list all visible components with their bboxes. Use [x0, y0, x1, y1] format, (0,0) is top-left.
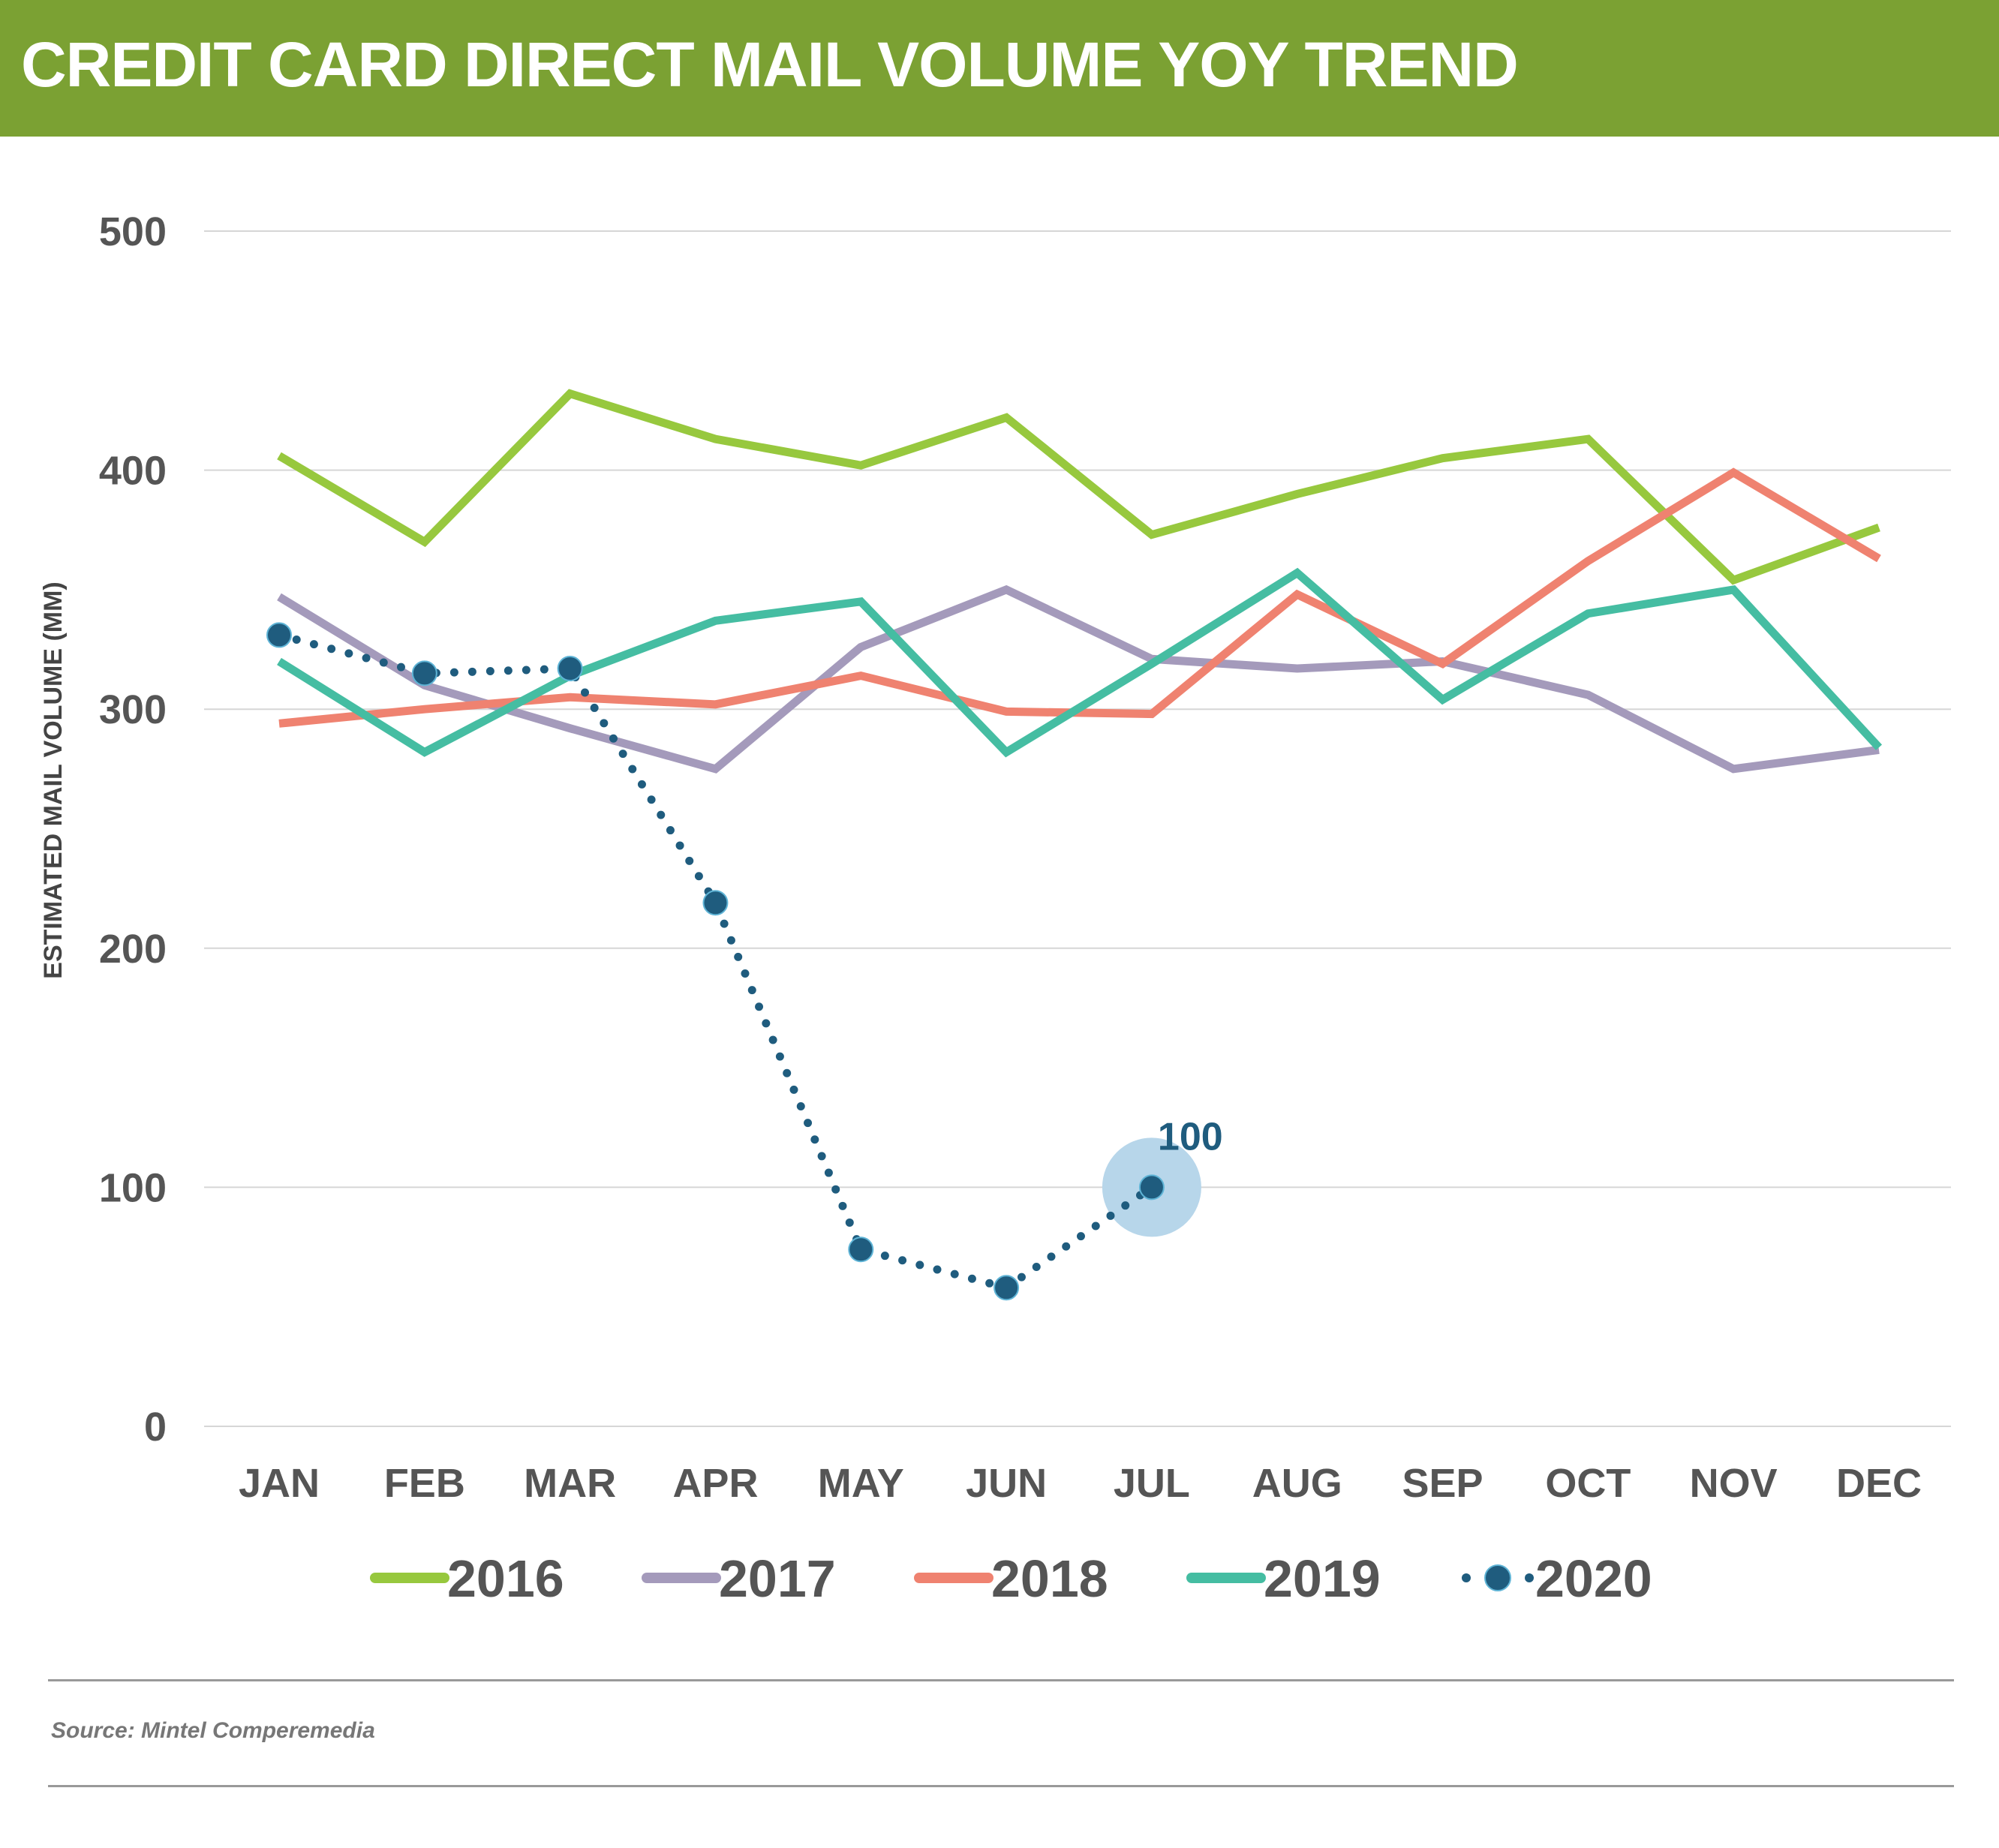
series-line-2019 [277, 567, 1883, 758]
legend-swatch [1462, 1573, 1471, 1582]
legend-label: 2016 [447, 1549, 564, 1608]
legend-label: 2017 [719, 1549, 836, 1608]
series-line-2020 [275, 630, 1156, 1293]
legend-item-2016: 2016 [370, 1549, 564, 1608]
data-point-2020 [702, 890, 729, 916]
y-tick-label: 200 [99, 927, 167, 972]
y-axis-label: ESTIMATED MAIL VOLUME (MM) [39, 581, 68, 978]
y-tick-label: 100 [99, 1165, 167, 1210]
series-line-2016 [277, 389, 1880, 585]
y-tick-label: 500 [99, 209, 167, 254]
legend-label: 2019 [1264, 1549, 1381, 1608]
data-label: 100 [1158, 1115, 1223, 1158]
x-tick-label: NOV [1690, 1461, 1778, 1506]
x-tick-label: AUG [1252, 1461, 1342, 1506]
legend-label: 2020 [1535, 1549, 1652, 1608]
series-line-2018 [278, 467, 1881, 728]
x-tick-label: MAY [818, 1461, 904, 1506]
source-note: Source: Mintel Comperemedia [51, 1718, 375, 1743]
y-tick-label: 400 [99, 449, 167, 494]
x-tick-label: JUL [1114, 1461, 1190, 1506]
x-tick-label: JUN [966, 1461, 1047, 1506]
x-tick-label: APR [672, 1461, 758, 1506]
legend-label: 2018 [991, 1549, 1108, 1608]
legend-item-2019: 2019 [1186, 1549, 1381, 1608]
x-tick-label: SEP [1402, 1461, 1483, 1506]
data-point-2020 [848, 1237, 874, 1263]
legend-item-2018: 2018 [914, 1549, 1108, 1608]
chart-title: CREDIT CARD DIRECT MAIL VOLUME YOY TREND [21, 29, 1519, 100]
data-point-2020 [411, 660, 437, 687]
x-tick-label: FEB [384, 1461, 465, 1506]
legend-swatch [1484, 1564, 1511, 1591]
y-tick-label: 0 [144, 1405, 167, 1450]
title-banner: CREDIT CARD DIRECT MAIL VOLUME YOY TREND [0, 0, 1999, 137]
x-tick-label: JAN [239, 1461, 320, 1506]
x-tick-label: DEC [1836, 1461, 1922, 1506]
x-tick-label: MAR [524, 1461, 616, 1506]
legend-item-2020: 2020 [1462, 1549, 1652, 1608]
data-point-2020 [557, 656, 583, 682]
data-point-2020 [266, 622, 292, 648]
y-tick-label: 300 [99, 687, 167, 732]
legend-item-2017: 2017 [642, 1549, 836, 1608]
series-line-2017 [277, 584, 1880, 774]
legend-swatch [1525, 1573, 1534, 1582]
data-point-2020 [993, 1275, 1020, 1301]
data-point-2020 [1138, 1174, 1165, 1200]
divider [48, 1785, 1954, 1787]
x-tick-label: OCT [1545, 1461, 1631, 1506]
divider [48, 1679, 1954, 1681]
